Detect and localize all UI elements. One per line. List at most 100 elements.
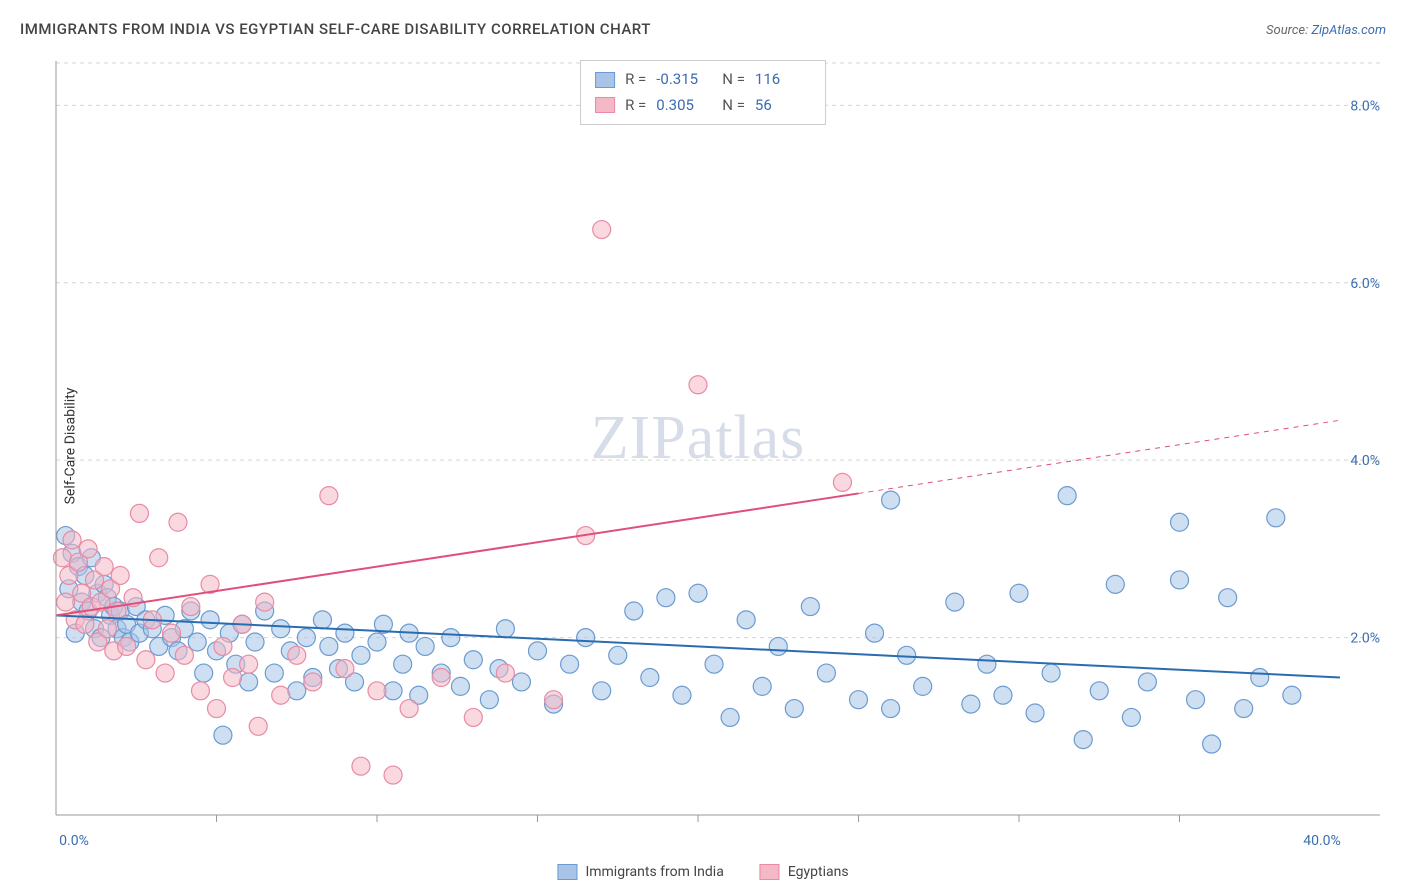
data-point: [962, 695, 980, 713]
data-point: [1283, 686, 1301, 704]
r-value: 0.305: [656, 93, 712, 119]
data-point: [689, 376, 707, 394]
legend-swatch: [595, 97, 615, 113]
data-point: [240, 673, 258, 691]
data-point: [95, 558, 113, 576]
data-point: [79, 540, 97, 558]
data-point: [169, 513, 187, 531]
data-point: [850, 691, 868, 709]
data-point: [1219, 589, 1237, 607]
data-point: [336, 624, 354, 642]
data-point: [833, 473, 851, 491]
data-point: [195, 664, 213, 682]
data-point: [442, 629, 460, 647]
data-point: [214, 637, 232, 655]
data-point: [288, 646, 306, 664]
data-point: [769, 637, 787, 655]
data-point: [673, 686, 691, 704]
data-point: [368, 682, 386, 700]
data-point: [240, 655, 258, 673]
data-point: [946, 593, 964, 611]
data-point: [98, 620, 116, 638]
data-point: [246, 633, 264, 651]
data-point: [400, 700, 418, 718]
legend-label: Immigrants from India: [585, 864, 723, 880]
source-link[interactable]: ZipAtlas.com: [1311, 23, 1386, 38]
data-point: [480, 691, 498, 709]
data-point: [130, 504, 148, 522]
data-point: [352, 757, 370, 775]
data-point: [352, 646, 370, 664]
legend-label: Egyptians: [788, 864, 849, 880]
data-point: [721, 708, 739, 726]
data-point: [785, 700, 803, 718]
stats-row: R =-0.315N =116: [595, 67, 811, 93]
data-point: [496, 620, 514, 638]
data-point: [561, 655, 579, 673]
data-point: [625, 602, 643, 620]
legend-item: Egyptians: [760, 864, 849, 880]
data-point: [384, 682, 402, 700]
data-point: [175, 646, 193, 664]
data-point: [1074, 731, 1092, 749]
y-tick-label: 2.0%: [1350, 631, 1380, 647]
source-label: Source:: [1266, 23, 1308, 38]
data-point: [150, 549, 168, 567]
data-point: [1171, 571, 1189, 589]
data-point: [609, 646, 627, 664]
r-label: R =: [625, 93, 646, 119]
data-point: [111, 566, 129, 584]
y-tick-label: 4.0%: [1350, 453, 1380, 469]
n-label: N =: [722, 93, 745, 119]
data-point: [63, 531, 81, 549]
chart-title: IMMIGRANTS FROM INDIA VS EGYPTIAN SELF-C…: [20, 20, 651, 38]
data-point: [57, 593, 75, 611]
data-point: [224, 669, 242, 687]
data-point: [451, 677, 469, 695]
data-point: [265, 664, 283, 682]
data-point: [1042, 664, 1060, 682]
data-point: [882, 491, 900, 509]
data-point: [156, 664, 174, 682]
data-point: [214, 726, 232, 744]
data-point: [118, 637, 136, 655]
data-point: [512, 673, 530, 691]
data-point: [1187, 691, 1205, 709]
n-value: 116: [755, 67, 811, 93]
data-point: [496, 664, 514, 682]
data-point: [297, 629, 315, 647]
data-point: [657, 589, 675, 607]
data-point: [545, 691, 563, 709]
data-point: [201, 611, 219, 629]
data-point: [304, 673, 322, 691]
data-point: [272, 620, 290, 638]
data-point: [313, 611, 331, 629]
data-point: [320, 487, 338, 505]
r-value: -0.315: [656, 67, 712, 93]
data-point: [737, 611, 755, 629]
data-point: [866, 624, 884, 642]
chart-header: IMMIGRANTS FROM INDIA VS EGYPTIAN SELF-C…: [20, 20, 1386, 38]
legend-swatch: [557, 864, 577, 880]
legend-item: Immigrants from India: [557, 864, 723, 880]
data-point: [1010, 584, 1028, 602]
data-point: [320, 637, 338, 655]
n-label: N =: [722, 67, 745, 93]
data-point: [272, 686, 290, 704]
data-point: [1138, 673, 1156, 691]
x-tick-label: 40.0%: [1303, 833, 1341, 849]
chart-legend: Immigrants from India Egyptians: [557, 864, 848, 880]
data-point: [914, 677, 932, 695]
stats-row: R =0.305N =56: [595, 93, 811, 119]
data-point: [705, 655, 723, 673]
data-point: [384, 766, 402, 784]
data-point: [249, 717, 267, 735]
data-point: [1171, 513, 1189, 531]
data-point: [1122, 708, 1140, 726]
y-tick-label: 6.0%: [1350, 276, 1380, 292]
data-point: [394, 655, 412, 673]
data-point: [464, 651, 482, 669]
legend-swatch: [760, 864, 780, 880]
chart-area: 2.0%4.0%6.0%8.0%ZIPatlas0.0%40.0%: [50, 55, 1386, 852]
data-point: [689, 584, 707, 602]
